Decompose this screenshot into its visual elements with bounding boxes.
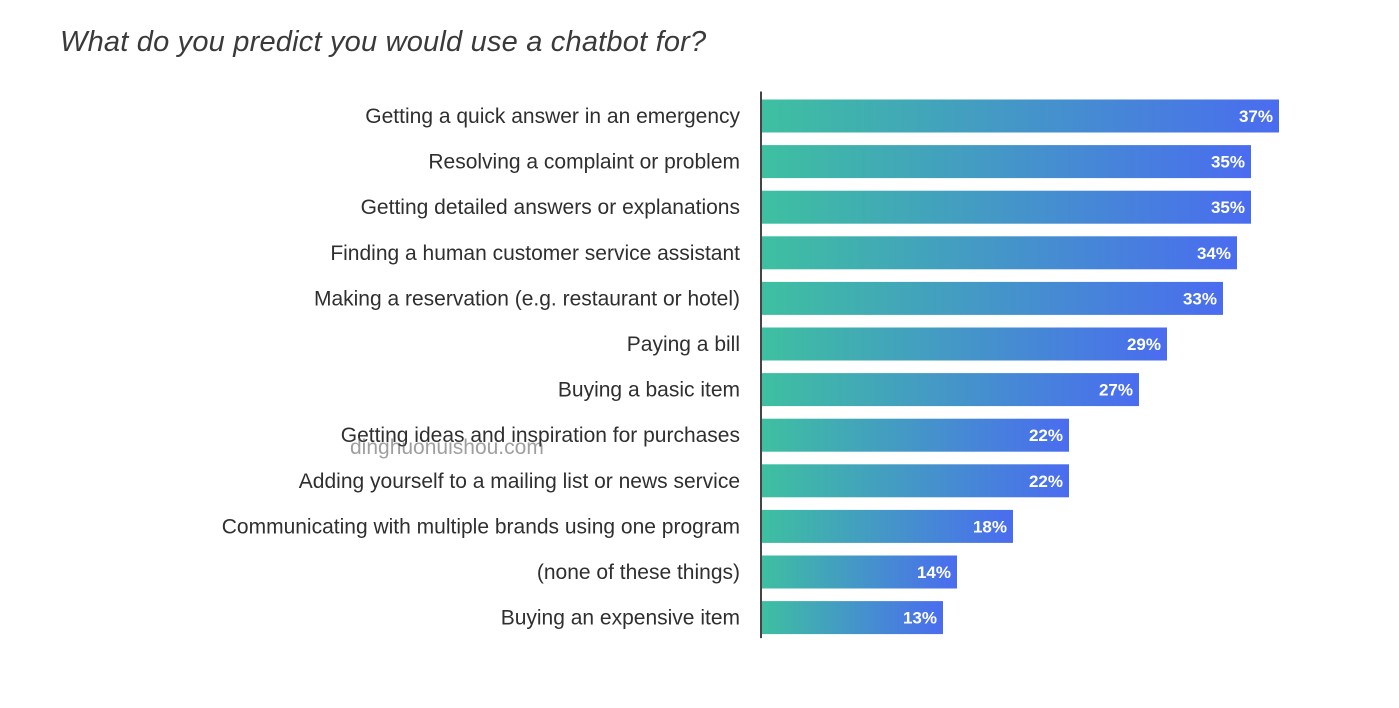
bars-layer bbox=[761, 99, 1279, 635]
bar-1 bbox=[761, 99, 1279, 133]
category-label-8: Getting ideas and inspiration for purcha… bbox=[341, 424, 740, 447]
category-label-11: (none of these things) bbox=[537, 561, 740, 584]
value-labels-layer: 37% 35% 35% 34% 33% 29% 27% 22% 22% 18% 14% 13% bbox=[903, 107, 1273, 628]
category-label-2: Resolving a complaint or problem bbox=[428, 151, 740, 174]
value-label-9: 22% bbox=[1029, 472, 1063, 491]
category-label-7: Buying a basic item bbox=[558, 379, 740, 402]
value-label-12: 13% bbox=[903, 609, 937, 628]
chart-title: What do you predict you would use a chat… bbox=[60, 26, 707, 58]
value-label-4: 34% bbox=[1197, 244, 1231, 263]
bar-7 bbox=[761, 373, 1139, 407]
bar-10 bbox=[761, 509, 1013, 543]
category-labels-layer: Getting a quick answer in an emergency Re… bbox=[222, 105, 741, 630]
value-label-1: 37% bbox=[1239, 107, 1273, 126]
value-label-11: 14% bbox=[917, 563, 951, 582]
bar-9 bbox=[761, 464, 1069, 498]
bar-12 bbox=[761, 601, 943, 635]
category-label-3: Getting detailed answers or explanations bbox=[361, 196, 740, 219]
value-label-6: 29% bbox=[1127, 335, 1161, 354]
bar-8 bbox=[761, 418, 1069, 452]
bar-4 bbox=[761, 236, 1237, 270]
value-label-5: 33% bbox=[1183, 289, 1217, 308]
category-label-1: Getting a quick answer in an emergency bbox=[365, 105, 740, 128]
value-label-2: 35% bbox=[1211, 153, 1245, 172]
value-label-3: 35% bbox=[1211, 198, 1245, 217]
category-label-9: Adding yourself to a mailing list or new… bbox=[299, 470, 740, 493]
category-label-10: Communicating with multiple brands using… bbox=[222, 515, 740, 538]
category-label-4: Finding a human customer service assista… bbox=[330, 242, 740, 265]
category-label-12: Buying an expensive item bbox=[501, 607, 740, 630]
bar-11 bbox=[761, 555, 957, 589]
category-label-5: Making a reservation (e.g. restaurant or… bbox=[314, 287, 740, 310]
value-label-10: 18% bbox=[973, 517, 1007, 536]
value-label-8: 22% bbox=[1029, 426, 1063, 445]
category-label-6: Paying a bill bbox=[627, 333, 740, 356]
bar-6 bbox=[761, 327, 1167, 361]
bar-2 bbox=[761, 145, 1251, 179]
bar-3 bbox=[761, 190, 1251, 224]
bar-5 bbox=[761, 281, 1223, 315]
value-label-7: 27% bbox=[1099, 381, 1133, 400]
